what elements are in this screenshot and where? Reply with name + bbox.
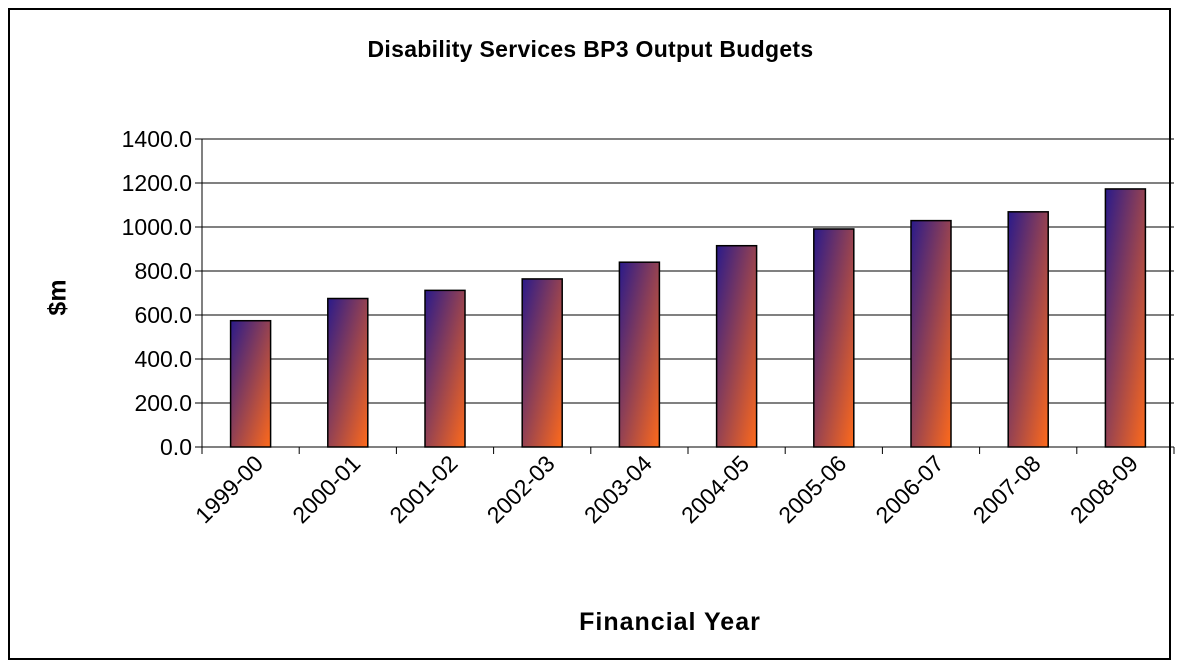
x-tick-label: 2000-01	[287, 450, 365, 528]
x-tick-label: 2008-09	[1065, 450, 1143, 528]
x-tick-label: 2001-02	[384, 450, 462, 528]
x-tick-label: 1999-00	[190, 450, 268, 528]
x-tick-label: 2004-05	[676, 450, 754, 528]
bar-1999-00	[229, 319, 272, 448]
x-axis-title: Financial Year	[579, 608, 761, 636]
y-tick-label: 1200.0	[122, 170, 192, 196]
x-tick-label: 2006-07	[870, 450, 948, 528]
x-tick-label: 2005-06	[773, 450, 851, 528]
bar-2004-05	[715, 244, 758, 448]
bar-2003-04	[618, 261, 661, 448]
x-tick-label: 2002-03	[482, 450, 560, 528]
y-tick-label: 0.0	[160, 434, 192, 460]
chart-title: Disability Services BP3 Output Budgets	[367, 36, 814, 62]
axes	[195, 138, 1175, 454]
y-tick-label: 800.0	[134, 258, 192, 284]
y-tick-label: 600.0	[134, 302, 192, 328]
y-tick-label: 1400.0	[122, 126, 192, 152]
bar-2006-07	[910, 219, 952, 448]
x-tick-label: 2003-04	[579, 450, 657, 528]
y-tick-label: 200.0	[134, 390, 192, 416]
bar-2007-08	[1007, 211, 1049, 448]
bar-2008-09	[1104, 188, 1147, 448]
bar-2001-02	[424, 289, 466, 448]
bar-2005-06	[813, 228, 855, 448]
bar-2000-01	[327, 297, 369, 448]
bar-2002-03	[521, 278, 563, 448]
y-tick-label: 400.0	[134, 346, 192, 372]
x-tick-label: 2007-08	[968, 450, 1046, 528]
bars	[229, 188, 1147, 448]
y-tick-label: 1000.0	[122, 214, 192, 240]
